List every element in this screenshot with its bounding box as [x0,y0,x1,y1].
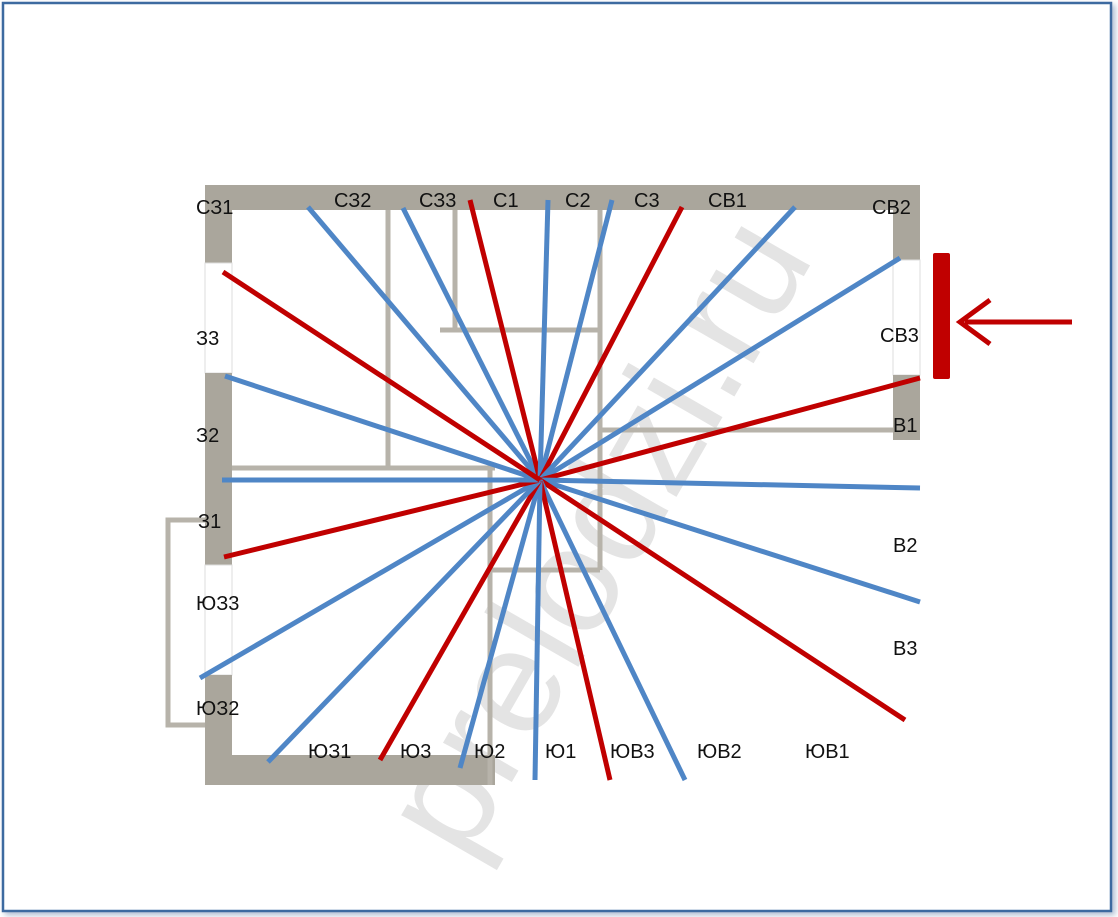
label: З1 [198,511,221,533]
label: З2 [196,425,219,447]
label: ЮВ3 [610,741,655,763]
label: СЗ2 [334,190,371,212]
label: С1 [493,190,519,212]
direction-lines [198,199,921,782]
direction-labels: СЗ1 СЗ2 СЗ3 С1 С2 С3 СВ1 СВ2 СВ3 В1 В2 В… [196,190,919,763]
label: С2 [565,190,591,212]
label: Ю1 [545,741,576,763]
label: З3 [196,328,219,350]
label: В2 [893,535,917,557]
entrance-marker [933,253,1072,379]
label: СВ1 [708,190,747,212]
label: Ю2 [474,741,505,763]
label: В3 [893,638,917,660]
label: СЗ1 [196,197,233,219]
label: ЮЗ3 [196,593,239,615]
label: СВ3 [880,325,919,347]
label: ЮЗ2 [196,698,239,720]
label: СЗ3 [419,190,456,212]
label: ЮВ1 [805,741,850,763]
label: ЮЗ1 [308,741,351,763]
label: С3 [634,190,660,212]
label: СВ2 [872,197,911,219]
label: В1 [893,415,917,437]
label: Ю3 [400,741,431,763]
floor-plan [165,185,921,785]
label: ЮВ2 [697,741,742,763]
